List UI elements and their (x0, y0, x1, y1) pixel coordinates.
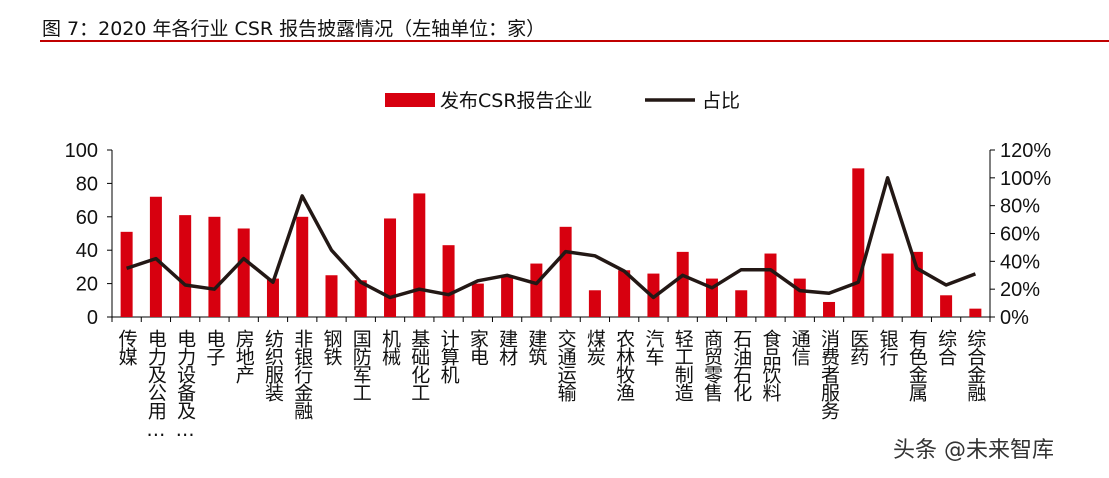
category-label: 商贸零售 (701, 329, 723, 402)
category-label: 综合 (935, 329, 957, 366)
category-label: 轻工制造 (672, 329, 694, 402)
bar-电力设备及… (179, 215, 192, 317)
category-label: 建材 (496, 329, 518, 366)
category-label: 计算机 (438, 329, 460, 384)
bar-石油石化 (735, 290, 748, 317)
bar-综合 (940, 295, 953, 317)
right-tick-label: 100% (1000, 168, 1051, 190)
category-label: 有色金属 (906, 329, 928, 403)
category-label: 机械 (379, 329, 401, 366)
left-tick-label: 0 (87, 307, 98, 329)
bar-食品饮料 (764, 253, 777, 317)
chart-title: 图 7：2020 年各行业 CSR 报告披露情况（左轴单位：家） (42, 18, 546, 40)
right-tick-label: 80% (1000, 196, 1040, 218)
category-label: 食品饮料 (760, 329, 782, 402)
category-label: 石油石化 (730, 329, 752, 402)
category-label: 煤炭 (584, 329, 606, 366)
category-label: 综合金融 (964, 329, 986, 402)
right-tick-label: 20% (1000, 279, 1040, 301)
category-label: 消费者服务 (818, 329, 840, 420)
category-label: 交通运输 (555, 329, 577, 402)
bar-基础化工 (413, 193, 426, 317)
bar-消费者服务 (823, 301, 836, 317)
left-tick-label: 80 (76, 173, 98, 195)
left-tick-label: 60 (76, 207, 98, 229)
bar-交通运输 (559, 226, 572, 317)
bar-有色金属 (910, 251, 923, 317)
bar-房地产 (237, 228, 250, 317)
bar-电子 (208, 216, 221, 317)
bar-国防军工 (354, 280, 367, 317)
category-label: 银行 (877, 329, 899, 366)
legend-line-label: 占比 (702, 90, 740, 112)
bar-机械 (384, 218, 397, 317)
category-label: 非银行金融 (291, 329, 313, 420)
category-label: 纺织服装 (262, 329, 284, 402)
right-tick-label: 60% (1000, 224, 1040, 246)
category-label: 电力及公用… (145, 329, 167, 440)
category-label: 电力设备及… (174, 329, 196, 440)
right-tick-label: 120% (1000, 140, 1051, 162)
bar-纺织服装 (266, 278, 279, 317)
title-rule (40, 40, 1109, 42)
legend-bar-label: 发布CSR报告企业 (440, 90, 593, 112)
left-tick-label: 100 (65, 140, 98, 162)
bar-计算机 (442, 245, 455, 317)
category-label: 国防军工 (350, 329, 372, 401)
line-series-占比 (126, 176, 977, 300)
bar-家电 (471, 283, 484, 317)
bar-通信 (793, 278, 806, 317)
bar-传媒 (120, 231, 133, 317)
bar-建材 (501, 276, 514, 317)
category-label: 家电 (467, 329, 489, 366)
category-label: 医药 (847, 329, 869, 366)
bar-轻工制造 (676, 251, 689, 317)
category-label: 钢铁 (321, 329, 343, 366)
legend-bar-swatch (385, 93, 435, 107)
bar-医药 (852, 168, 865, 317)
right-tick-label: 0% (1000, 307, 1029, 329)
bar-非银行金融 (296, 216, 309, 317)
watermark: 头条 @未来智库 (893, 438, 1054, 463)
left-tick-label: 40 (76, 240, 98, 262)
category-label: 农林牧渔 (613, 329, 635, 402)
left-tick-label: 20 (76, 274, 98, 296)
category-label: 传媒 (116, 329, 138, 366)
bar-钢铁 (325, 275, 338, 317)
category-label: 房地产 (233, 329, 255, 384)
bar-银行 (881, 253, 894, 317)
category-label: 基础化工 (408, 329, 430, 401)
bar-综合金融 (969, 308, 982, 317)
category-label: 建筑 (525, 329, 547, 366)
right-tick-label: 40% (1000, 251, 1040, 273)
bar-农林牧渔 (618, 270, 631, 317)
category-label: 通信 (789, 329, 811, 366)
bar-建筑 (530, 263, 543, 317)
category-label: 电子 (203, 329, 225, 366)
bar-煤炭 (588, 290, 601, 317)
category-label: 汽车 (642, 329, 664, 366)
